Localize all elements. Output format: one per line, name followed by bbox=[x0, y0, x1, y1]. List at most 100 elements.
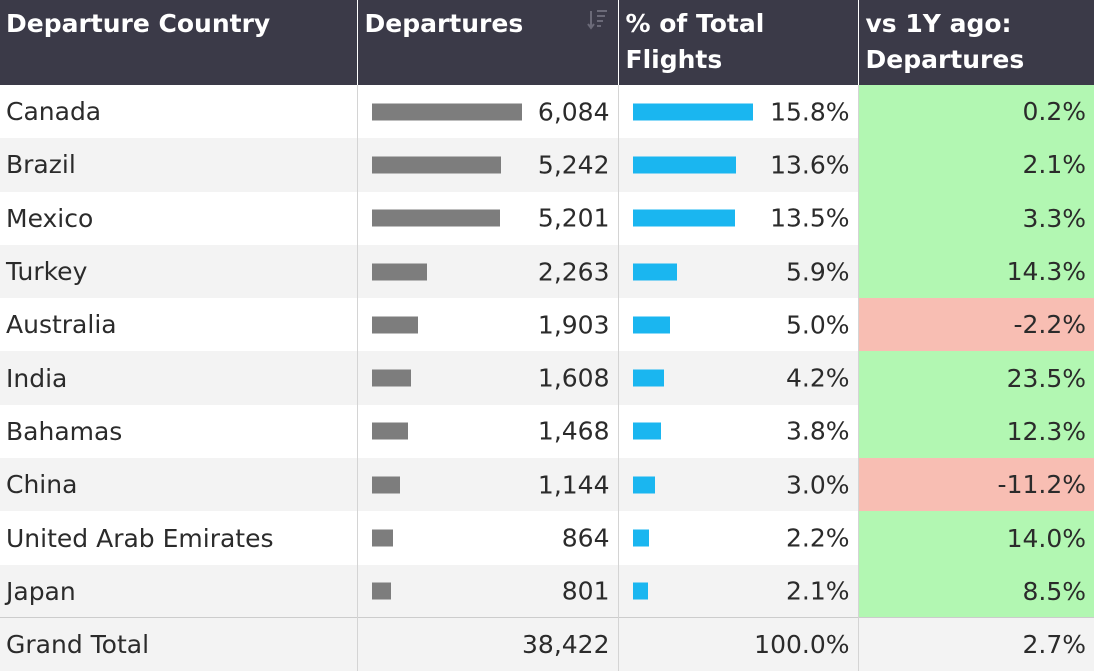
departures-cell: 1,608 bbox=[356, 351, 618, 405]
table-row[interactable]: Bahamas 1,468 3.8% 12.3% bbox=[0, 404, 1094, 459]
pct-cell: 3.0% bbox=[617, 458, 858, 512]
country-cell: Brazil bbox=[0, 138, 357, 192]
yoy-cell: -2.2% bbox=[857, 298, 1094, 352]
yoy-cell: 14.0% bbox=[857, 511, 1094, 565]
departures-value: 1,144 bbox=[537, 470, 610, 500]
departures-bar bbox=[371, 369, 412, 387]
pct-cell: 13.6% bbox=[617, 138, 858, 192]
header-departures[interactable]: Departures bbox=[356, 0, 618, 85]
departures-bar bbox=[371, 529, 393, 547]
header-departure-country[interactable]: Departure Country bbox=[0, 0, 357, 85]
pct-bar bbox=[632, 156, 736, 174]
departures-cell: 5,201 bbox=[356, 191, 618, 245]
yoy-cell: 8.5% bbox=[857, 564, 1094, 618]
country-cell: Mexico bbox=[0, 191, 357, 245]
table-row[interactable]: China 1,144 3.0% -11.2% bbox=[0, 458, 1094, 512]
grand-total-label: Grand Total bbox=[0, 617, 357, 671]
departures-bar bbox=[371, 156, 501, 174]
pct-cell: 15.8% bbox=[617, 85, 858, 139]
pct-cell: 2.1% bbox=[617, 564, 858, 618]
pct-cell: 13.5% bbox=[617, 191, 858, 245]
departures-cell: 2,263 bbox=[356, 244, 618, 299]
departures-cell: 801 bbox=[356, 564, 618, 618]
departures-cell: 864 bbox=[356, 511, 618, 565]
header-label: Departures bbox=[364, 9, 524, 38]
header-label: % of Total Flights bbox=[625, 9, 765, 74]
table-row[interactable]: United Arab Emirates 864 2.2% 14.0% bbox=[0, 511, 1094, 565]
country-cell: China bbox=[0, 458, 357, 512]
country-cell: Australia bbox=[0, 298, 357, 352]
departures-value: 6,084 bbox=[537, 97, 610, 127]
table-row[interactable]: Brazil 5,242 13.6% 2.1% bbox=[0, 138, 1094, 192]
pct-value: 3.8% bbox=[785, 416, 850, 446]
departures-bar bbox=[371, 103, 522, 121]
pct-cell: 3.8% bbox=[617, 404, 858, 459]
pct-value: 2.2% bbox=[785, 523, 850, 553]
pct-bar bbox=[632, 582, 649, 600]
table-row[interactable]: Canada 6,084 15.8% 0.2% bbox=[0, 85, 1094, 139]
pct-bar bbox=[632, 422, 662, 440]
table-row[interactable]: Japan 801 2.1% 8.5% bbox=[0, 564, 1094, 618]
pct-bar bbox=[632, 103, 753, 121]
departures-value: 1,903 bbox=[537, 310, 610, 340]
header-pct-total-flights[interactable]: % of Total Flights bbox=[617, 0, 858, 85]
pct-value: 13.5% bbox=[770, 203, 850, 233]
departures-value: 2,263 bbox=[537, 257, 610, 287]
pct-cell: 5.0% bbox=[617, 298, 858, 352]
departures-cell: 1,468 bbox=[356, 404, 618, 459]
grand-total-departures: 38,422 bbox=[356, 617, 618, 671]
departures-bar bbox=[371, 476, 400, 494]
pct-value: 5.9% bbox=[785, 257, 850, 287]
pct-value: 15.8% bbox=[770, 97, 850, 127]
departures-cell: 6,084 bbox=[356, 85, 618, 139]
departures-value: 1,608 bbox=[537, 363, 610, 393]
departures-value: 1,468 bbox=[537, 416, 610, 446]
departures-cell: 1,903 bbox=[356, 298, 618, 352]
yoy-cell: 0.2% bbox=[857, 85, 1094, 139]
country-cell: Bahamas bbox=[0, 404, 357, 459]
pct-value: 13.6% bbox=[770, 150, 850, 180]
yoy-cell: 23.5% bbox=[857, 351, 1094, 405]
departures-cell: 1,144 bbox=[356, 458, 618, 512]
yoy-cell: 14.3% bbox=[857, 244, 1094, 299]
pct-bar bbox=[632, 476, 656, 494]
yoy-cell: 2.1% bbox=[857, 138, 1094, 192]
country-cell: Turkey bbox=[0, 244, 357, 299]
pct-value: 4.2% bbox=[785, 363, 850, 393]
yoy-cell: 12.3% bbox=[857, 404, 1094, 459]
header-vs-1y-ago[interactable]: vs 1Y ago: Departures bbox=[857, 0, 1094, 85]
country-cell: India bbox=[0, 351, 357, 405]
pct-cell: 5.9% bbox=[617, 244, 858, 299]
departures-bar bbox=[371, 582, 392, 600]
pct-value: 3.0% bbox=[785, 470, 850, 500]
pct-cell: 2.2% bbox=[617, 511, 858, 565]
departures-value: 801 bbox=[561, 576, 610, 606]
pct-bar bbox=[632, 316, 671, 334]
header-label: vs 1Y ago: Departures bbox=[865, 9, 1025, 74]
table-row[interactable]: Australia 1,903 5.0% -2.2% bbox=[0, 298, 1094, 352]
grand-total-yoy: 2.7% bbox=[857, 617, 1094, 671]
header-row: Departure Country Departures % of Total … bbox=[0, 0, 1094, 85]
pct-bar bbox=[632, 529, 650, 547]
table-row[interactable]: India 1,608 4.2% 23.5% bbox=[0, 351, 1094, 405]
pct-bar bbox=[632, 209, 736, 227]
country-cell: United Arab Emirates bbox=[0, 511, 357, 565]
grand-total-pct: 100.0% bbox=[617, 617, 858, 671]
departures-bar bbox=[371, 209, 500, 227]
pct-value: 2.1% bbox=[785, 576, 850, 606]
departures-bar bbox=[371, 316, 419, 334]
sort-descending-icon[interactable] bbox=[586, 8, 608, 30]
pct-value: 5.0% bbox=[785, 310, 850, 340]
table-row[interactable]: Turkey 2,263 5.9% 14.3% bbox=[0, 244, 1094, 299]
pct-bar bbox=[632, 369, 665, 387]
departures-value: 5,242 bbox=[537, 150, 610, 180]
table-row[interactable]: Mexico 5,201 13.5% 3.3% bbox=[0, 191, 1094, 245]
yoy-cell: 3.3% bbox=[857, 191, 1094, 245]
yoy-cell: -11.2% bbox=[857, 458, 1094, 512]
country-cell: Canada bbox=[0, 85, 357, 139]
departures-value: 5,201 bbox=[537, 203, 610, 233]
departures-cell: 5,242 bbox=[356, 138, 618, 192]
grand-total-row: Grand Total 38,422 100.0% 2.7% bbox=[0, 617, 1094, 671]
departures-bar bbox=[371, 422, 408, 440]
